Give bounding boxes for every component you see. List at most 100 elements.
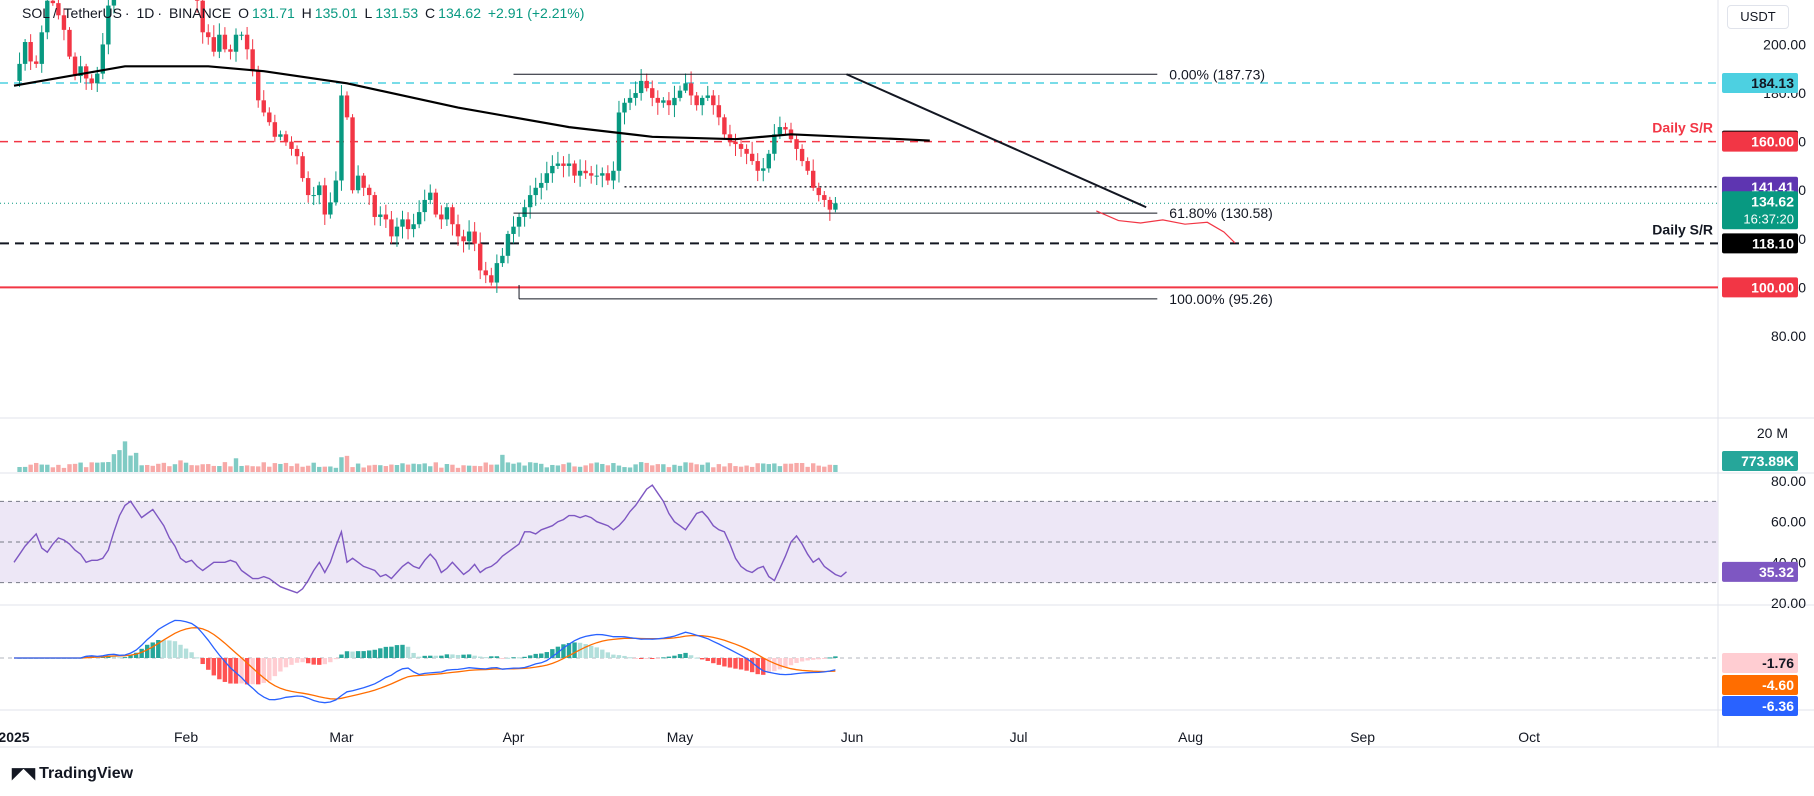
macd-histogram-bar bbox=[622, 655, 627, 658]
macd-histogram-bar bbox=[489, 656, 494, 658]
candle bbox=[616, 112, 622, 171]
candle bbox=[39, 32, 44, 64]
volume-bar bbox=[222, 462, 228, 472]
candle bbox=[67, 29, 72, 57]
candle bbox=[322, 185, 327, 215]
tradingview-logo[interactable]: ◤◥ TradingView bbox=[12, 764, 133, 783]
candle bbox=[22, 42, 28, 64]
time-tick-label: Feb bbox=[174, 729, 198, 745]
candle bbox=[333, 180, 339, 203]
fib-label: 61.80% (130.58) bbox=[1169, 205, 1273, 221]
macd-histogram-bar bbox=[267, 658, 272, 681]
volume-bar bbox=[22, 466, 28, 472]
time-tick-label: Sep bbox=[1350, 729, 1375, 745]
candle bbox=[361, 175, 366, 188]
tag-118: 118.10 bbox=[1752, 235, 1794, 251]
volume-bar bbox=[411, 463, 416, 472]
interval[interactable]: 1D bbox=[136, 5, 155, 21]
macd-histogram-bar bbox=[466, 654, 472, 658]
candle bbox=[533, 187, 538, 196]
candle bbox=[222, 34, 228, 50]
macd-histogram-bar bbox=[111, 655, 117, 658]
volume-bar bbox=[139, 465, 144, 472]
candle bbox=[405, 219, 411, 230]
symbol-name: SOL bbox=[22, 5, 51, 21]
candle bbox=[661, 100, 666, 103]
volume-bar bbox=[783, 463, 788, 472]
tag-rsi-bg bbox=[1722, 561, 1798, 582]
candle bbox=[738, 144, 744, 149]
tag-184: 184.13 bbox=[1751, 75, 1794, 91]
candle bbox=[244, 34, 250, 50]
candle bbox=[372, 195, 377, 217]
macd-histogram-bar bbox=[472, 655, 477, 658]
volume-bar bbox=[372, 464, 377, 472]
volume-bar bbox=[539, 463, 544, 472]
macd-histogram-bar bbox=[428, 655, 433, 658]
volume-bar bbox=[722, 466, 727, 472]
candle bbox=[622, 102, 627, 113]
projection-path bbox=[1096, 210, 1236, 244]
candle bbox=[666, 100, 672, 106]
volume-bar bbox=[522, 465, 527, 472]
price-tick-label: 200.00 bbox=[1763, 36, 1806, 52]
candle bbox=[350, 117, 355, 191]
macd-histogram-bar bbox=[533, 653, 538, 658]
volume-bar bbox=[156, 463, 161, 472]
time-tick-label: Mar bbox=[329, 729, 353, 745]
volume-bar bbox=[711, 467, 716, 472]
candle bbox=[644, 80, 649, 89]
volume-bar bbox=[344, 455, 350, 472]
volume-bar bbox=[28, 464, 33, 472]
volume-bar bbox=[755, 463, 760, 472]
volume-bar bbox=[622, 467, 627, 472]
macd-histogram-bar bbox=[605, 652, 611, 658]
price-tick-label: 80.00 bbox=[1771, 328, 1806, 344]
candle bbox=[450, 207, 455, 225]
macd-histogram-bar bbox=[494, 656, 500, 658]
macd-histogram-bar bbox=[627, 657, 633, 659]
macd-histogram-bar bbox=[461, 654, 466, 658]
rsi-tick-label: 80.00 bbox=[1771, 473, 1806, 489]
candle bbox=[428, 192, 433, 200]
volume-bar bbox=[72, 463, 78, 472]
macd-histogram-bar bbox=[300, 658, 305, 663]
candle bbox=[799, 148, 805, 162]
volume-bar bbox=[383, 466, 389, 472]
volume-bar bbox=[478, 466, 483, 472]
volume-bar bbox=[317, 466, 322, 472]
macd-histogram-bar bbox=[222, 658, 228, 682]
annotations-layer: 0.00% (187.73) 61.80% (130.58) 100.00% (95… bbox=[513, 66, 1273, 307]
currency-unit-button[interactable]: USDT bbox=[1727, 5, 1789, 29]
candle bbox=[394, 226, 400, 237]
volume-bar bbox=[133, 452, 139, 472]
candle bbox=[444, 207, 450, 220]
volume-bar bbox=[627, 467, 633, 472]
macd-histogram-bar bbox=[583, 644, 588, 658]
rsi-line bbox=[13, 484, 847, 594]
macd-histogram-bar bbox=[128, 655, 133, 658]
macd-histogram-bar bbox=[167, 640, 172, 658]
volume-bar bbox=[361, 467, 366, 472]
volume-bar bbox=[772, 463, 777, 472]
candle bbox=[633, 93, 638, 98]
macd-histogram-bar bbox=[516, 657, 522, 659]
candle bbox=[433, 192, 438, 215]
macd-histogram-bar bbox=[738, 658, 744, 670]
candle bbox=[95, 73, 100, 84]
volume-bar bbox=[672, 464, 677, 472]
volume-bar bbox=[78, 462, 83, 472]
volume-bar bbox=[655, 464, 660, 472]
macd-histogram-bar bbox=[638, 658, 644, 659]
candle bbox=[72, 56, 78, 77]
candle bbox=[100, 44, 105, 74]
volume-bar bbox=[189, 465, 194, 472]
candle bbox=[416, 212, 422, 225]
volume-bar bbox=[744, 465, 749, 472]
rsi-tick-label: 20.00 bbox=[1771, 595, 1806, 611]
volume-bar bbox=[67, 464, 72, 472]
volume-bar bbox=[822, 466, 827, 472]
candle bbox=[722, 117, 727, 135]
symbol-header[interactable]: SOL / TetherUS · 1D · BINANCE O 131.71 H 135.… bbox=[22, 5, 585, 21]
